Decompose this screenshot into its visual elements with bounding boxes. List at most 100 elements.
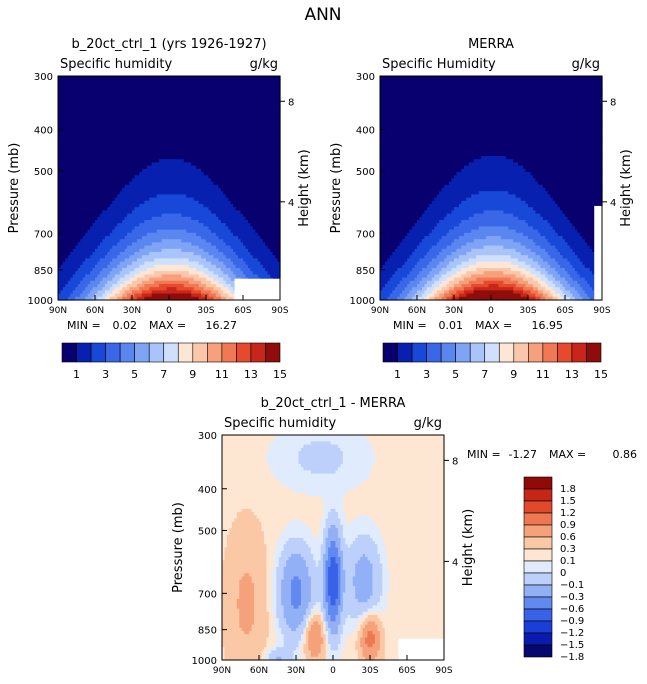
- contour-cell: [77, 124, 81, 128]
- contour-cell: [117, 127, 121, 131]
- contour-cell: [107, 130, 111, 135]
- contour-cell: [112, 143, 116, 147]
- contour-cell: [252, 82, 256, 87]
- contour-cell: [119, 111, 123, 115]
- contour-cell: [85, 85, 89, 90]
- contour-cell: [119, 149, 123, 154]
- contour-cell: [196, 124, 200, 128]
- contour-cell: [159, 130, 163, 135]
- contour-cell: [267, 114, 271, 119]
- contour-cell: [159, 104, 163, 109]
- contour-cell: [85, 152, 89, 157]
- contour-cell: [92, 114, 96, 119]
- contour-cell: [139, 120, 143, 125]
- contour-cell: [265, 133, 269, 138]
- contour-cell: [262, 149, 266, 154]
- contour-cell: [213, 124, 217, 128]
- contour-cell: [272, 111, 276, 115]
- contour-cell: [183, 82, 187, 87]
- contour-cell: [213, 117, 217, 122]
- contour-cell: [85, 127, 89, 131]
- contour-cell: [245, 76, 249, 80]
- contour-cell: [277, 79, 281, 83]
- contour-cell: [201, 114, 205, 119]
- contour-cell: [144, 104, 148, 109]
- contour-cell: [95, 117, 99, 122]
- contour-cell: [228, 146, 232, 151]
- contour-cell: [181, 101, 185, 106]
- contour-cell: [208, 108, 212, 112]
- contour-cell: [213, 111, 217, 115]
- contour-cell: [191, 104, 195, 109]
- contour-cell: [104, 124, 108, 128]
- contour-cell: [230, 79, 234, 83]
- contour-cell: [92, 111, 96, 115]
- contour-cell: [257, 85, 261, 90]
- contour-cell: [262, 101, 266, 106]
- contour-cell: [270, 146, 274, 151]
- contour-cell: [208, 101, 212, 106]
- contour-cell: [206, 152, 210, 157]
- contour-cell: [87, 149, 91, 154]
- contour-cell: [206, 143, 210, 147]
- contour-cell: [132, 114, 136, 119]
- contour-cell: [58, 117, 62, 122]
- contour-cell: [272, 114, 276, 119]
- contour-cell: [90, 127, 94, 131]
- contour-cell: [129, 133, 133, 138]
- contour-cell: [245, 98, 249, 103]
- contour-cell: [201, 140, 205, 144]
- contour-cell: [173, 79, 177, 83]
- contour-cell: [146, 108, 150, 112]
- contour-cell: [198, 136, 202, 141]
- contour-cell: [193, 136, 197, 141]
- contour-cell: [250, 76, 254, 80]
- contour-cell: [262, 114, 266, 119]
- contour-cell: [238, 149, 242, 154]
- contour-cell: [260, 136, 264, 141]
- contour-cell: [87, 82, 91, 87]
- contour-cell: [265, 111, 269, 115]
- contour-cell: [188, 152, 192, 157]
- contour-cell: [151, 124, 155, 128]
- contour-cell: [238, 140, 242, 144]
- contour-cell: [238, 76, 242, 80]
- contour-cell: [112, 117, 116, 122]
- contour-cell: [102, 88, 106, 93]
- contour-cell: [136, 114, 140, 119]
- contour-cell: [139, 92, 143, 96]
- contour-cell: [171, 130, 175, 135]
- contour-cell: [166, 133, 170, 138]
- contour-cell: [114, 76, 118, 80]
- contour-cell: [267, 111, 271, 115]
- contour-cell: [99, 143, 103, 147]
- contour-cell: [156, 111, 160, 115]
- contour-cell: [60, 152, 64, 157]
- contour-cell: [92, 108, 96, 112]
- contour-cell: [154, 111, 158, 115]
- contour-cell: [117, 143, 121, 147]
- contour-cell: [223, 79, 227, 83]
- contour-cell: [129, 156, 133, 160]
- contour-cell: [220, 104, 224, 109]
- contour-cell: [191, 149, 195, 154]
- contour-cell: [87, 95, 91, 99]
- contour-cell: [127, 111, 131, 115]
- contour-cell: [210, 92, 214, 96]
- contour-cell: [196, 117, 200, 122]
- contour-cell: [206, 98, 210, 103]
- contour-cell: [58, 108, 62, 112]
- contour-cell: [104, 101, 108, 106]
- contour-cell: [183, 76, 187, 80]
- contour-cell: [75, 146, 79, 151]
- contour-cell: [144, 117, 148, 122]
- contour-cell: [255, 92, 259, 96]
- contour-cell: [198, 82, 202, 87]
- contour-cell: [85, 92, 89, 96]
- contour-cell: [67, 140, 71, 144]
- contour-cell: [151, 108, 155, 112]
- contour-cell: [215, 85, 219, 90]
- contour-cell: [203, 114, 207, 119]
- contour-cell: [139, 98, 143, 103]
- contour-cell: [193, 95, 197, 99]
